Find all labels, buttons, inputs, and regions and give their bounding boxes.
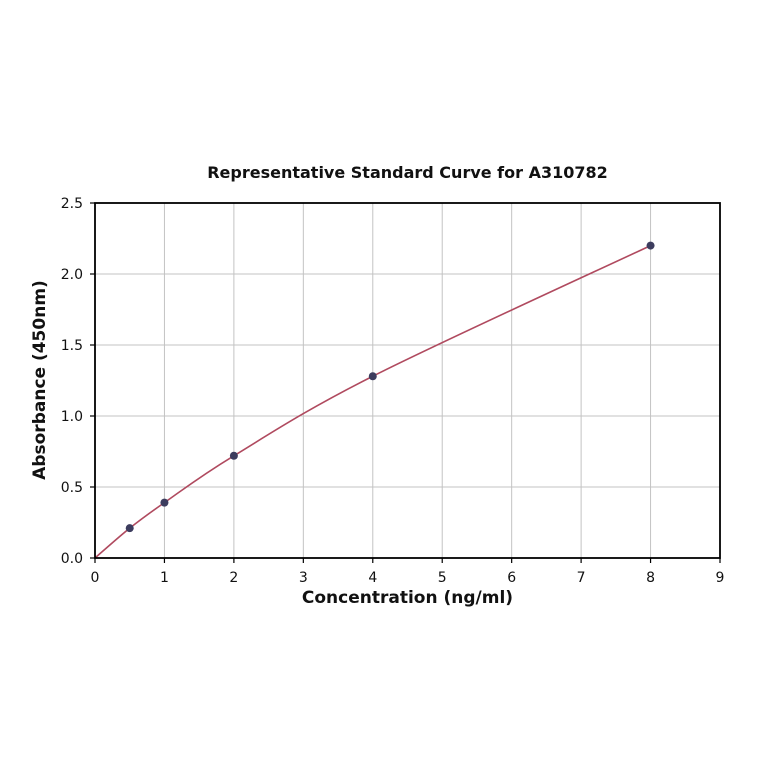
x-tick-label: 8 <box>646 570 655 586</box>
y-axis-label: Absorbance (450nm) <box>30 280 50 480</box>
data-point-marker <box>125 524 134 533</box>
x-axis-label: Concentration (ng/ml) <box>301 588 514 608</box>
x-tick-label: 5 <box>438 570 447 586</box>
data-point-marker <box>368 372 377 381</box>
y-tick-label: 1.5 <box>61 338 83 354</box>
y-tick-label: 2.5 <box>61 196 83 212</box>
y-tick-label: 2.0 <box>61 267 83 283</box>
chart-title: Representative Standard Curve for A31078… <box>207 163 608 182</box>
plot-border <box>94 202 721 559</box>
x-tick-label: 1 <box>160 570 169 586</box>
x-tick-label: 2 <box>229 570 238 586</box>
x-tick-label: 9 <box>716 570 725 586</box>
data-point-marker <box>160 498 169 507</box>
x-tick-label: 0 <box>91 570 100 586</box>
x-tick-label: 6 <box>507 570 516 586</box>
x-tick-label: 4 <box>368 570 377 586</box>
data-point-marker <box>646 241 655 250</box>
x-tick-label: 3 <box>299 570 308 586</box>
data-point-marker <box>229 451 238 460</box>
y-tick-label: 0.0 <box>61 551 83 567</box>
y-tick-label: 0.5 <box>61 480 83 496</box>
x-tick-label: 7 <box>577 570 586 586</box>
y-tick-label: 1.0 <box>61 409 83 425</box>
